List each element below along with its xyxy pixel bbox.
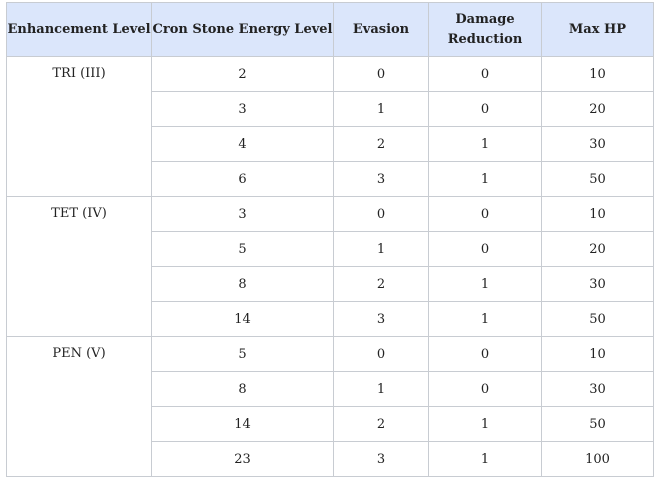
header-row: Enhancement Level Cron Stone Energy Leve…: [6, 2, 654, 57]
max-hp-cell: 50: [541, 301, 654, 337]
cron-stone-cell: 2: [151, 56, 334, 92]
table-row: 4 2 1 30: [7, 126, 654, 162]
cron-stone-cell: 14: [151, 406, 334, 442]
table-body: TRI (III) 2 0 0 10 3 1 0 20 4 2 1 30 6 3…: [6, 56, 654, 477]
header-enhancement-level: Enhancement Level: [6, 2, 152, 57]
cron-stone-cell: 5: [151, 231, 334, 267]
max-hp-cell: 20: [541, 231, 654, 267]
cron-stone-cell: 4: [151, 126, 334, 162]
table-row: 23 3 1 100: [7, 441, 654, 477]
evasion-cell: 2: [333, 406, 429, 442]
cron-stone-cell: 8: [151, 266, 334, 302]
cron-stone-cell: 14: [151, 301, 334, 337]
cron-stone-cell: 6: [151, 161, 334, 197]
cron-stone-cell: 5: [151, 336, 334, 372]
evasion-cell: 1: [333, 231, 429, 267]
evasion-cell: 3: [333, 441, 429, 477]
cron-stone-cell: 8: [151, 371, 334, 407]
max-hp-cell: 30: [541, 371, 654, 407]
max-hp-cell: 50: [541, 161, 654, 197]
damage-reduction-cell: 1: [428, 161, 542, 197]
header-evasion: Evasion: [333, 2, 429, 57]
evasion-cell: 0: [333, 56, 429, 92]
evasion-cell: 2: [333, 126, 429, 162]
evasion-cell: 1: [333, 371, 429, 407]
damage-reduction-cell: 1: [428, 126, 542, 162]
damage-reduction-cell: 1: [428, 301, 542, 337]
damage-reduction-cell: 0: [428, 196, 542, 232]
max-hp-cell: 50: [541, 406, 654, 442]
header-damage-reduction: Damage Reduction: [428, 2, 542, 57]
table-row: TRI (III) 2 0 0 10: [6, 56, 654, 197]
damage-reduction-cell: 1: [428, 266, 542, 302]
evasion-cell: 0: [333, 196, 429, 232]
damage-reduction-cell: 1: [428, 441, 542, 477]
header-max-hp: Max HP: [541, 2, 654, 57]
table-row: PEN (V) 5 0 0 10: [6, 336, 654, 477]
max-hp-cell: 30: [541, 126, 654, 162]
enhancement-level-cell: PEN (V): [6, 336, 152, 477]
damage-reduction-cell: 0: [428, 336, 542, 372]
max-hp-cell: 10: [541, 196, 654, 232]
max-hp-cell: 10: [541, 336, 654, 372]
damage-reduction-cell: 0: [428, 56, 542, 92]
damage-reduction-cell: 1: [428, 406, 542, 442]
damage-reduction-cell: 0: [428, 371, 542, 407]
max-hp-cell: 30: [541, 266, 654, 302]
evasion-cell: 3: [333, 161, 429, 197]
evasion-cell: 0: [333, 336, 429, 372]
max-hp-cell: 10: [541, 56, 654, 92]
cron-stone-cell: 3: [151, 196, 334, 232]
max-hp-cell: 20: [541, 91, 654, 127]
evasion-cell: 3: [333, 301, 429, 337]
header-cron-stone-energy-level: Cron Stone Energy Level: [151, 2, 334, 57]
damage-reduction-cell: 0: [428, 231, 542, 267]
table-row: 14 3 1 50: [7, 301, 654, 337]
table-row: 3 1 0 20: [7, 91, 654, 127]
enhancement-level-cell: TET (IV): [6, 196, 152, 337]
evasion-cell: 1: [333, 91, 429, 127]
enhancement-table: Enhancement Level Cron Stone Energy Leve…: [6, 2, 654, 477]
max-hp-cell: 100: [541, 441, 654, 477]
table-row: TET (IV) 3 0 0 10: [6, 196, 654, 337]
table-header: Enhancement Level Cron Stone Energy Leve…: [6, 2, 654, 57]
evasion-cell: 2: [333, 266, 429, 302]
cron-stone-cell: 3: [151, 91, 334, 127]
cron-stone-cell: 23: [151, 441, 334, 477]
damage-reduction-cell: 0: [428, 91, 542, 127]
enhancement-level-cell: TRI (III): [6, 56, 152, 197]
